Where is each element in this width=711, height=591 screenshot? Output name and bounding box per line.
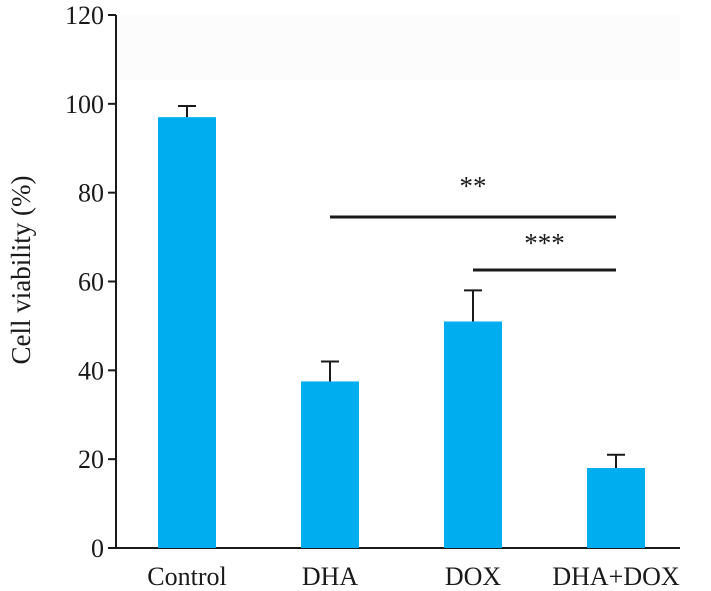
x-tick-label: Control (147, 562, 226, 591)
plot-area (117, 15, 680, 80)
y-tick-label: 100 (65, 90, 104, 119)
y-tick-label: 40 (78, 356, 104, 385)
significance-annotations: ***** (330, 171, 616, 272)
error-bars (178, 105, 625, 469)
x-tick-label: DHA (302, 562, 359, 591)
bar-dha (301, 381, 359, 548)
x-tick-label: DHA+DOX (552, 562, 680, 591)
y-tick-label: 80 (78, 179, 104, 208)
x-axis-labels: Control DHA DOX DHA+DOX (147, 562, 680, 591)
bars (158, 117, 645, 549)
y-axis-ticks: 0 20 40 60 80 100 120 (65, 1, 116, 563)
plot-background (117, 15, 680, 80)
significance-label: ** (460, 171, 487, 201)
y-tick-label: 120 (65, 1, 104, 30)
significance-label: *** (524, 228, 565, 258)
bar-dha-dox (587, 468, 645, 548)
y-axis-title: Cell viability (%) (6, 176, 36, 365)
y-tick-label: 20 (78, 445, 104, 474)
y-tick-label: 0 (91, 534, 104, 563)
bar-dox (444, 321, 502, 548)
x-tick-label: DOX (445, 562, 502, 591)
y-tick-label: 60 (78, 268, 104, 297)
bar-control (158, 117, 216, 549)
